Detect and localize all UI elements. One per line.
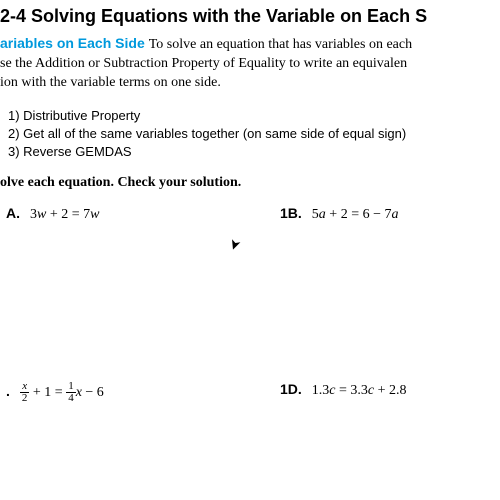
problem-1b: 1B. 5a + 2 = 6 − 7a <box>280 205 500 223</box>
intro-heading: ariables on Each Side <box>0 35 145 51</box>
fraction-1: x 2 <box>20 381 30 404</box>
problems-row-2: . x 2 + 1 = 1 4 x − 6 1D. 1.3c = 3.3c + … <box>0 381 500 404</box>
step-1: 1) Distributive Property <box>8 107 500 125</box>
problem-1d-label: 1D. <box>280 381 302 397</box>
step-2: 2) Get all of the same variables togethe… <box>8 125 500 143</box>
intro-text-3: ion with the variable terms on one side. <box>0 75 221 90</box>
problems-row-1: A. 3w + 2 = 7w 1B. 5a + 2 = 6 − 7a <box>0 205 500 223</box>
intro-text-1: To solve an equation that has variables … <box>149 37 412 52</box>
page-title: 2-4 Solving Equations with the Variable … <box>0 0 500 33</box>
problem-1b-label: 1B. <box>280 205 302 221</box>
problem-1a-label: A. <box>6 205 20 221</box>
cursor-icon: ➤ <box>224 236 244 253</box>
frac2-den: 4 <box>66 393 76 404</box>
fraction-2: 1 4 <box>66 381 76 404</box>
problem-1c-eq: x 2 + 1 = 1 4 x − 6 <box>20 385 104 400</box>
steps-list: 1) Distributive Property 2) Get all of t… <box>8 107 500 162</box>
problem-1c: . x 2 + 1 = 1 4 x − 6 <box>0 381 280 404</box>
mid-text: + 1 = <box>33 385 66 400</box>
intro-text-2: se the Addition or Subtraction Property … <box>0 56 407 71</box>
problem-1a-eq: 3w + 2 = 7w <box>30 207 99 222</box>
frac1-den: 2 <box>20 393 30 404</box>
step-3: 3) Reverse GEMDAS <box>8 143 500 161</box>
instruction-heading: olve each equation. Check your solution. <box>0 175 500 191</box>
intro-block: ariables on Each Side To solve an equati… <box>0 35 500 93</box>
problem-1b-eq: 5a + 2 = 6 − 7a <box>312 207 399 222</box>
problem-1d: 1D. 1.3c = 3.3c + 2.8 <box>280 381 500 404</box>
problem-1d-eq: 1.3c = 3.3c + 2.8 <box>312 383 407 398</box>
problem-1a: A. 3w + 2 = 7w <box>0 205 280 223</box>
problem-1c-label: . <box>6 383 10 399</box>
